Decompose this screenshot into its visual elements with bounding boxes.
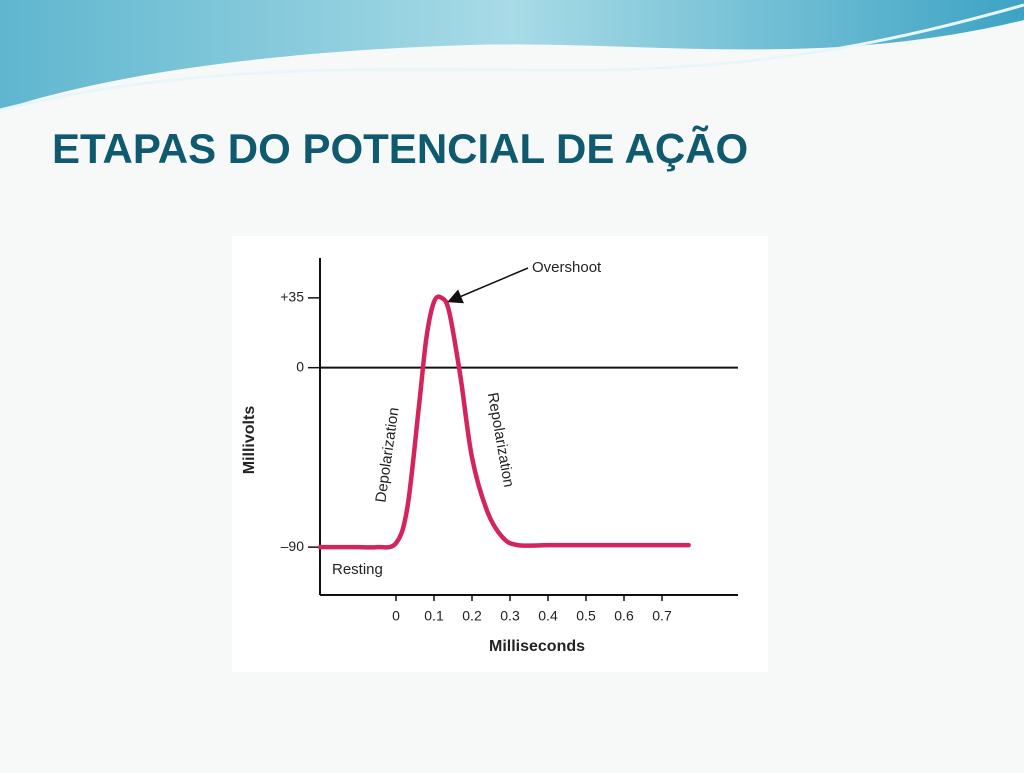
x-tick-label: 0 <box>392 608 400 624</box>
x-tick-label: 0.1 <box>424 608 444 624</box>
overshoot-arrow <box>447 267 529 304</box>
x-tick-label: 0.4 <box>538 608 558 624</box>
x-tick-label: 0.2 <box>462 608 482 624</box>
y-tick-label: –90 <box>281 538 305 554</box>
line <box>317 294 691 550</box>
slide-title: ETAPAS DO POTENCIAL DE AÇÃO <box>52 125 748 172</box>
header-wave <box>0 0 1024 110</box>
y-tick-label: +35 <box>280 289 304 305</box>
wave-line <box>0 3 1024 112</box>
x-tick-label: 0.7 <box>652 608 672 624</box>
y-tick-label: 0 <box>296 358 304 374</box>
x-tick-label: 0.3 <box>500 608 520 624</box>
x-tick-label: 0.5 <box>576 608 596 624</box>
x-tick-label: 0.6 <box>614 608 634 624</box>
chart-panel <box>232 236 768 672</box>
annotation: Overshoot <box>532 259 602 276</box>
y-axis-label: Millivolts <box>241 406 258 475</box>
x-axis-label: Milliseconds <box>489 638 585 655</box>
annotation: Resting <box>332 561 383 578</box>
